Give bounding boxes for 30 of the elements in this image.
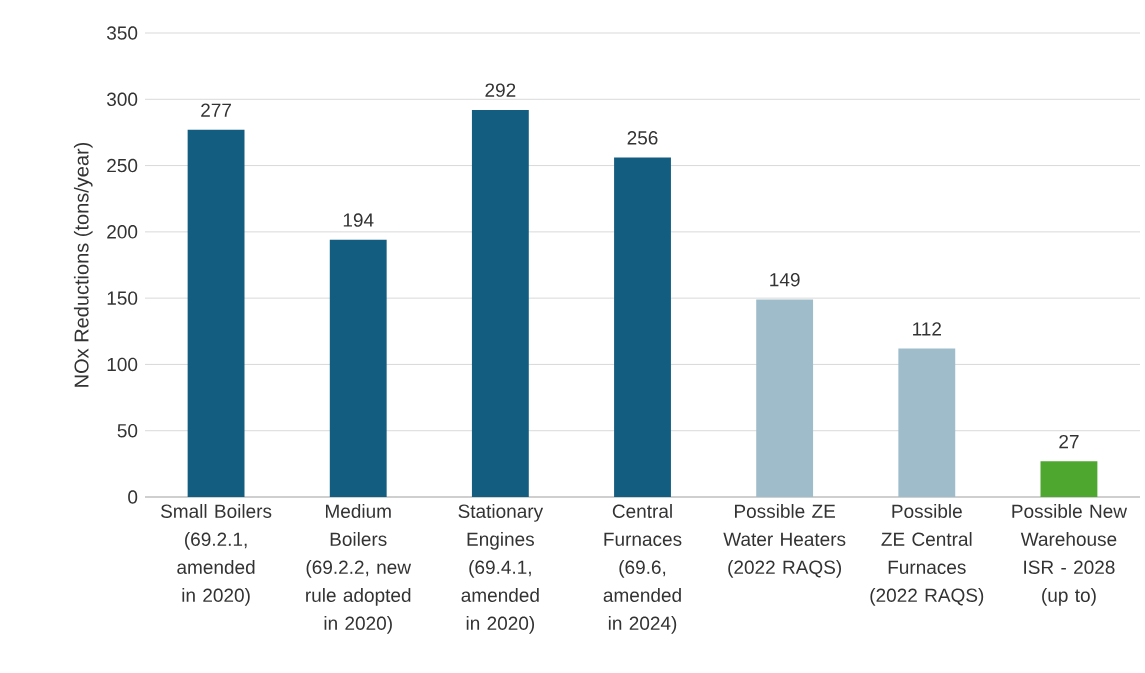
bar <box>329 239 387 497</box>
y-axis-title: NOx Reductions (tons/year) <box>73 142 93 387</box>
y-tick-label: 350 <box>106 26 138 40</box>
x-tick-label: Possible ZE Water Heaters (2022 RAQS) <box>723 504 846 578</box>
y-tick-label: 50 <box>117 423 138 438</box>
data-label: 277 <box>201 103 231 117</box>
y-tick-label: 0 <box>128 490 138 504</box>
x-tick-label: Small Boilers (69.2.1, amended in 2020) <box>160 504 272 606</box>
data-label: 112 <box>913 322 941 336</box>
y-tick-label: 100 <box>107 357 138 372</box>
y-tick-label: 150 <box>107 291 138 305</box>
data-label: 292 <box>485 83 516 97</box>
x-tick-label: Stationary Engines (69.4.1, amended in 2020) <box>458 504 544 634</box>
y-tick-label: 250 <box>107 158 138 173</box>
bar <box>1040 461 1098 497</box>
x-tick-label: Possible ZE Central Furnaces (2022 RAQS) <box>870 504 984 606</box>
data-label: 194 <box>343 213 374 227</box>
bar <box>898 348 956 497</box>
data-label: 27 <box>1059 434 1079 449</box>
x-tick-label: Central Furnaces (69.6, amended in 2024) <box>603 504 682 634</box>
bar <box>187 129 245 497</box>
y-tick-label: 200 <box>107 225 138 239</box>
bar <box>471 109 529 497</box>
bar <box>756 299 814 497</box>
x-tick-label: Medium Boilers (69.2.2, new rule adopted in 2020) <box>306 504 412 634</box>
y-tick-label: 300 <box>106 92 138 107</box>
data-label: 256 <box>627 131 658 145</box>
bar <box>614 157 671 497</box>
data-label: 149 <box>770 272 800 287</box>
x-tick-label: Possible New Warehouse ISR - 2028 (up to) <box>1012 504 1128 606</box>
